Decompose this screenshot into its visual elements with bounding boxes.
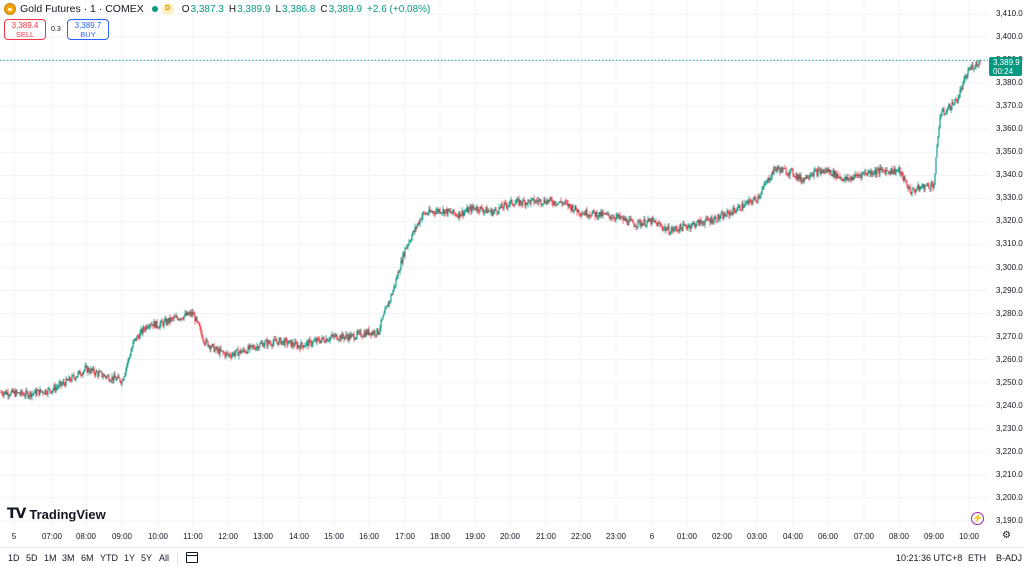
range-ytd[interactable]: YTD	[100, 553, 118, 563]
change-value: +2.6 (+0.08%)	[367, 3, 431, 15]
lightning-icon[interactable]: ⚡	[971, 512, 984, 525]
range-1y[interactable]: 1Y	[124, 553, 136, 563]
price-tick-label: 3,250.0	[996, 377, 1023, 387]
price-tick-label: 3,290.0	[996, 285, 1023, 295]
toolbar-divider	[177, 552, 178, 564]
time-tick-label: 13:00	[252, 532, 274, 541]
bar-countdown: 00:24	[993, 67, 1014, 76]
time-tick-label: 19:00	[464, 532, 486, 541]
buy-price: 3,389.7	[74, 21, 102, 30]
range-3m[interactable]: 3M	[62, 553, 75, 563]
price-tick-label: 3,280.0	[996, 308, 1023, 318]
chart-grid	[0, 0, 988, 528]
time-tick-label: 11:00	[183, 532, 203, 541]
price-tick-label: 3,220.0	[996, 446, 1023, 456]
open-key: O	[181, 3, 190, 15]
high-key: H	[228, 3, 237, 15]
time-tick-label: 07:00	[41, 532, 63, 541]
price-tick-label: 3,210.0	[996, 469, 1023, 479]
time-tick-label: 10:00	[147, 532, 169, 541]
time-tick-label: 16:00	[358, 532, 380, 541]
range-6m[interactable]: 6M	[81, 553, 94, 563]
spread-value: 0.3	[51, 26, 61, 33]
high-value: 3,389.9	[237, 3, 271, 15]
adjustment-toggle[interactable]: B-ADJ	[996, 553, 1023, 563]
time-tick-label: 14:00	[288, 532, 310, 541]
price-tick-label: 3,340.0	[996, 170, 1023, 180]
close-key: C	[320, 3, 328, 15]
last-price-label: 3,389.9 00:24	[989, 57, 1022, 76]
clock-timezone[interactable]: 10:21:36 UTC+8	[896, 553, 963, 563]
time-tick-label: 03:00	[746, 532, 768, 541]
close-value: 3,389.9	[328, 3, 363, 15]
candles	[0, 59, 981, 401]
time-tick-label: 02:00	[711, 532, 733, 541]
last-price-value: 3,389.9	[993, 58, 1020, 67]
price-tick-label: 3,260.0	[996, 354, 1023, 364]
time-tick-label: 15:00	[323, 532, 345, 541]
sell-price: 3,389.4	[11, 21, 39, 30]
price-chart[interactable]	[0, 0, 1024, 547]
time-tick-label: 23:00	[605, 532, 627, 541]
buy-label: BUY	[80, 30, 96, 39]
time-tick-label: 09:00	[923, 532, 945, 541]
brand-name: TradingView	[29, 506, 106, 522]
price-tick-label: 3,310.0	[996, 239, 1023, 249]
price-tick-label: 3,400.0	[996, 32, 1023, 42]
price-tick-label: 3,360.0	[996, 124, 1023, 134]
time-tick-label: 10:00	[958, 532, 980, 541]
time-tick-label: 06:00	[817, 532, 839, 541]
range-all[interactable]: All	[159, 553, 170, 563]
settings-gear-icon[interactable]: ⚙	[1002, 530, 1011, 541]
delayed-data-badge[interactable]: D	[161, 3, 174, 15]
symbol-name[interactable]: Gold Futures · 1 · COMEX	[20, 3, 144, 15]
time-tick-label: 09:00	[111, 532, 133, 541]
time-tick-label: 08:00	[888, 532, 910, 541]
price-tick-label: 3,300.0	[996, 262, 1023, 272]
gold-coin-icon	[4, 3, 16, 15]
session-toggle[interactable]: ETH	[968, 553, 986, 563]
price-tick-label: 3,370.0	[996, 101, 1023, 111]
range-5d[interactable]: 5D	[26, 553, 38, 563]
range-1d[interactable]: 1D	[8, 553, 20, 563]
market-open-dot-icon	[151, 6, 158, 12]
range-1m[interactable]: 1M	[44, 553, 57, 563]
sell-label: SELL	[15, 30, 35, 39]
time-tick-label: 20:00	[499, 532, 521, 541]
bottom-toolbar: 1D 5D 1M 3M 6M YTD 1Y 5Y All 10:21:36 UT…	[0, 547, 1024, 567]
price-tick-label: 3,200.0	[996, 492, 1023, 502]
price-tick-label: 3,350.0	[996, 147, 1023, 157]
time-tick-label: 21:00	[535, 532, 557, 541]
price-tick-label: 3,190.0	[996, 516, 1023, 525]
symbol-header[interactable]: Gold Futures · 1 · COMEX D O 3,387.3 H 3,3…	[4, 2, 435, 16]
price-tick-label: 3,410.0	[996, 9, 1023, 18]
buy-button[interactable]: 3,389.7 BUY	[67, 19, 109, 40]
time-tick-label: 6	[649, 532, 655, 541]
price-tick-label: 3,270.0	[996, 331, 1023, 341]
tradingview-logo[interactable]: TV TradingView	[7, 506, 106, 522]
range-5y[interactable]: 5Y	[141, 553, 153, 563]
price-tick-label: 3,320.0	[996, 216, 1023, 226]
price-tick-label: 3,240.0	[996, 400, 1023, 410]
calendar-range-icon[interactable]	[186, 552, 198, 563]
open-value: 3,387.3	[190, 3, 224, 15]
sell-button[interactable]: 3,389.4 SELL	[4, 19, 46, 40]
time-tick-label: 22:00	[570, 532, 592, 541]
low-value: 3,386.8	[282, 3, 316, 15]
price-tick-label: 3,330.0	[996, 193, 1023, 203]
low-key: L	[275, 3, 282, 15]
tv-logo-icon: TV	[7, 506, 26, 522]
time-tick-label: 01:00	[676, 532, 698, 541]
price-tick-label: 3,230.0	[996, 423, 1023, 433]
time-tick-label: 17:00	[394, 532, 416, 541]
time-tick-label: 08:00	[75, 532, 97, 541]
time-tick-label: 18:00	[429, 532, 451, 541]
time-tick-label: 04:00	[782, 532, 804, 541]
time-tick-label: 07:00	[853, 532, 875, 541]
price-tick-label: 3,380.0	[996, 78, 1023, 88]
time-tick-label: 12:00	[217, 532, 239, 541]
time-tick-label: 5	[11, 532, 17, 541]
